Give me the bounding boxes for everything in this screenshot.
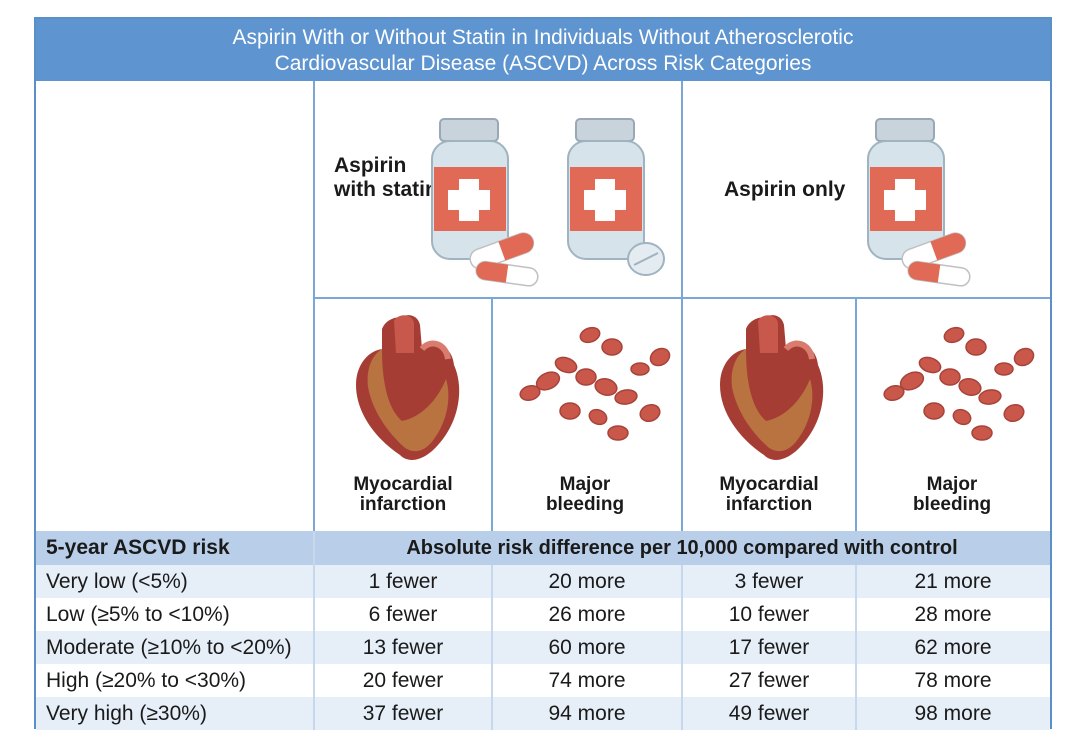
pill-bottle-icon (867, 118, 945, 260)
ao-mi-value: 3 fewer (734, 570, 804, 593)
ao-bleed-value: 62 more (914, 636, 992, 659)
caption-text: Myocardial infarction (719, 474, 819, 515)
ao-mi-value: 17 fewer (728, 636, 810, 659)
ao-mi-value: 27 fewer (728, 669, 810, 692)
title-line-2: Cardiovascular Disease (ASCVD) Across Ri… (274, 52, 812, 75)
ao-bleed-value: 21 more (914, 570, 992, 593)
pill-bottle-icon (567, 118, 645, 260)
group-label-aspirin-statin-text: Aspirin with statin (334, 154, 438, 201)
as-bleed-value: 94 more (548, 702, 626, 725)
table-row: Low (≥5% to <10%) 6 fewer 26 more 10 few… (36, 598, 1050, 631)
divider (491, 565, 493, 730)
caption-mi-aspirin-statin: Myocardial infarction (315, 475, 491, 515)
caption-text: Major bleeding (912, 474, 992, 515)
risk-category: Very high (≥30%) (46, 702, 207, 725)
as-bleed-value: 20 more (548, 570, 626, 593)
table-row: High (≥20% to <30%) 20 fewer 74 more 27 … (36, 664, 1050, 697)
divider (313, 531, 315, 730)
table-row: Very low (<5%) 1 fewer 20 more 3 fewer 2… (36, 565, 1050, 598)
tablet-icon (627, 242, 665, 276)
as-mi-value: 20 fewer (362, 669, 444, 692)
risk-category: Very low (<5%) (46, 570, 188, 593)
as-mi-value: 1 fewer (368, 570, 438, 593)
as-bleed-value: 60 more (548, 636, 626, 659)
pill-bottle-icon (431, 118, 509, 260)
infographic-frame: Aspirin With or Without Statin in Indivi… (34, 17, 1052, 730)
group-label-aspirin-statin: Aspirin with statin (334, 154, 454, 202)
divider (681, 81, 683, 531)
divider (681, 565, 683, 730)
as-mi-value: 37 fewer (362, 702, 444, 725)
divider (313, 297, 1050, 299)
caption-bleeding-aspirin-only: Major bleeding (899, 475, 1005, 515)
caption-mi-aspirin-only: Myocardial infarction (683, 475, 855, 515)
as-bleed-value: 74 more (548, 669, 626, 692)
as-mi-value: 13 fewer (362, 636, 444, 659)
ao-bleed-value: 98 more (914, 702, 992, 725)
risk-column-header: 5-year ASCVD risk (46, 536, 230, 559)
capsule-icon (901, 232, 971, 287)
heart-icon (356, 315, 460, 460)
table-header: 5-year ASCVD risk Absolute risk differen… (36, 531, 1050, 565)
blood-cells-icon (519, 326, 671, 441)
group-label-aspirin-only: Aspirin only (724, 178, 874, 202)
blood-cells-icon (883, 326, 1035, 441)
ao-bleed-value: 28 more (914, 603, 992, 626)
title-line-1: Aspirin With or Without Statin in Indivi… (232, 26, 854, 49)
risk-category: Moderate (≥10% to <20%) (46, 636, 292, 659)
capsule-icon (469, 232, 539, 287)
divider (855, 298, 857, 531)
risk-category: Low (≥5% to <10%) (46, 603, 230, 626)
as-mi-value: 6 fewer (368, 603, 438, 626)
title-bar: Aspirin With or Without Statin in Indivi… (36, 19, 1050, 81)
divider (313, 81, 315, 531)
caption-text: Myocardial infarction (353, 474, 453, 515)
divider (855, 565, 857, 730)
ao-bleed-value: 78 more (914, 669, 992, 692)
as-bleed-value: 26 more (548, 603, 626, 626)
caption-bleeding-aspirin-statin: Major bleeding (533, 475, 637, 515)
risk-category: High (≥20% to <30%) (46, 669, 247, 692)
caption-text: Major bleeding (545, 474, 625, 515)
table-row: Moderate (≥10% to <20%) 13 fewer 60 more… (36, 631, 1050, 664)
ao-mi-value: 10 fewer (728, 603, 810, 626)
divider (491, 298, 493, 531)
heart-icon (720, 315, 824, 460)
ao-mi-value: 49 fewer (728, 702, 810, 725)
group-label-aspirin-only-text: Aspirin only (724, 178, 846, 201)
table-row: Very high (≥30%) 37 fewer 94 more 49 few… (36, 697, 1050, 730)
difference-column-header: Absolute risk difference per 10,000 comp… (406, 537, 958, 559)
